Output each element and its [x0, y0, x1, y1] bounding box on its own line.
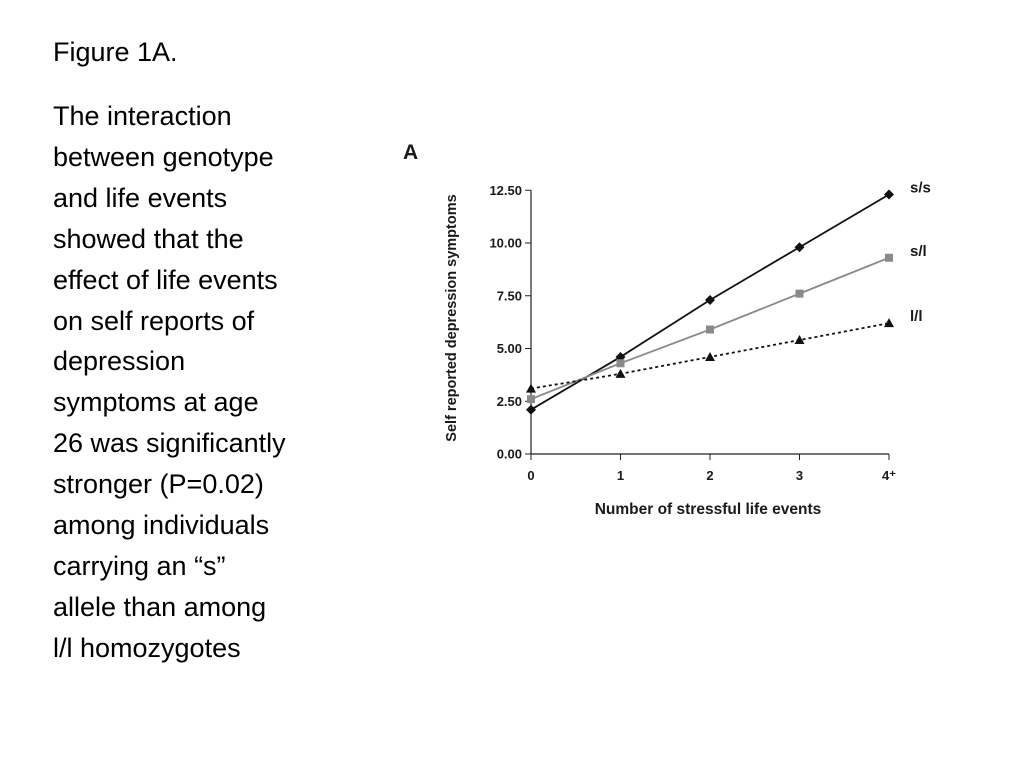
- y-tick-label: 0.00: [497, 447, 522, 462]
- series-label: s/l: [910, 243, 927, 260]
- body-line: allele than among: [53, 591, 267, 622]
- data-point: [526, 383, 536, 393]
- data-point: [526, 404, 536, 415]
- data-point: [527, 395, 535, 404]
- data-point: [794, 335, 805, 345]
- body-line: 26 was significantly: [53, 428, 286, 459]
- body-line: between genotype: [53, 141, 274, 172]
- y-tick-label: 7.50: [497, 288, 522, 303]
- series-s-l: s/l: [527, 243, 927, 404]
- series-layer: s/s s/l l/l: [526, 179, 931, 415]
- body-line: and life events: [53, 182, 228, 213]
- slide-body-text: The interaction between genotype and life …: [53, 96, 353, 669]
- line-chart: A Self reported depression symptoms Numb…: [403, 141, 931, 518]
- body-line: symptoms at age: [53, 387, 259, 418]
- body-line: showed that the: [53, 223, 244, 254]
- y-tick-label: 2.50: [497, 394, 522, 409]
- y-axis-label: Self reported depression symptoms: [444, 194, 460, 441]
- y-tick-label: 12.50: [489, 183, 522, 198]
- x-tick-label: 2: [706, 468, 713, 483]
- body-line: stronger (P=0.02): [53, 469, 264, 500]
- body-line: depression: [53, 346, 186, 377]
- panel-label: A: [403, 141, 418, 164]
- data-point: [705, 294, 715, 305]
- x-tick-label: 1: [617, 468, 624, 483]
- data-point: [615, 368, 626, 378]
- body-line: on self reports of: [53, 305, 255, 336]
- body-line: The interaction: [53, 101, 232, 131]
- body-line: l/l homozygotes: [53, 632, 241, 663]
- data-point: [884, 189, 894, 200]
- body-line: among individuals: [53, 510, 270, 541]
- series-label: s/s: [910, 179, 931, 196]
- x-tick-label: 3: [796, 468, 803, 483]
- x-tick-label: 4⁺: [882, 468, 896, 483]
- axes: 0.00 2.50 5.00 7.50 10.00 12.50 0 1 2 3 4⁺: [489, 183, 896, 483]
- body-line: carrying an “s”: [53, 550, 226, 581]
- y-tick-label: 5.00: [497, 341, 522, 356]
- series-label: l/l: [910, 308, 923, 325]
- data-point: [705, 351, 715, 361]
- y-tick-label: 10.00: [489, 236, 522, 251]
- data-point: [706, 325, 714, 334]
- data-point: [616, 359, 625, 368]
- slide-title: Figure 1A.: [53, 37, 178, 67]
- data-point: [795, 289, 804, 298]
- x-tick-label: 0: [527, 468, 534, 483]
- data-point: [885, 253, 893, 262]
- x-axis-label: Number of stressful life events: [595, 501, 822, 518]
- body-line: effect of life events: [53, 264, 278, 295]
- data-point: [794, 242, 805, 253]
- data-point: [884, 318, 894, 328]
- series-l-l: l/l: [526, 308, 923, 393]
